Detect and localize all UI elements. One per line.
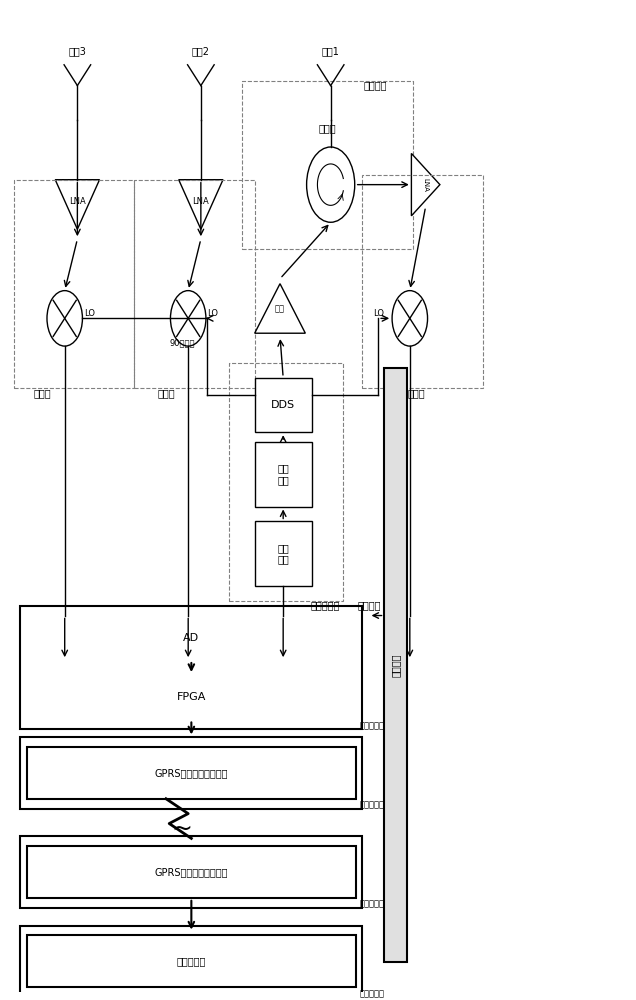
Text: 基准
时钟: 基准 时钟 bbox=[277, 543, 289, 564]
Bar bbox=[14, 180, 134, 388]
FancyBboxPatch shape bbox=[254, 521, 312, 586]
Text: DDS: DDS bbox=[271, 400, 295, 410]
Text: 数据处理器: 数据处理器 bbox=[177, 956, 206, 966]
Circle shape bbox=[307, 147, 355, 222]
Bar bbox=[230, 363, 343, 601]
Text: 环形器: 环形器 bbox=[319, 123, 336, 133]
FancyBboxPatch shape bbox=[254, 378, 312, 432]
Circle shape bbox=[392, 291, 427, 346]
Text: FPGA: FPGA bbox=[177, 692, 206, 702]
FancyBboxPatch shape bbox=[254, 442, 312, 507]
Text: 天线2: 天线2 bbox=[192, 46, 210, 56]
Circle shape bbox=[170, 291, 206, 346]
Bar bbox=[134, 180, 254, 388]
Text: 定时
模块: 定时 模块 bbox=[277, 464, 289, 485]
Polygon shape bbox=[254, 284, 305, 333]
FancyBboxPatch shape bbox=[27, 935, 356, 987]
Text: 信号处理器: 信号处理器 bbox=[359, 722, 384, 731]
Text: 频率合成器: 频率合成器 bbox=[311, 601, 340, 611]
Text: 数据收发器: 数据收发器 bbox=[359, 900, 384, 909]
Text: 天线3: 天线3 bbox=[69, 46, 86, 56]
FancyBboxPatch shape bbox=[20, 836, 363, 908]
Text: AD: AD bbox=[183, 633, 200, 643]
Text: LO: LO bbox=[207, 309, 218, 318]
Text: 接收机: 接收机 bbox=[34, 388, 52, 398]
Text: 数据收发器: 数据收发器 bbox=[359, 801, 384, 810]
Text: 90度功分: 90度功分 bbox=[169, 339, 195, 348]
Text: LNA: LNA bbox=[69, 197, 86, 206]
Text: LO: LO bbox=[373, 309, 385, 318]
Text: 接收机: 接收机 bbox=[407, 388, 425, 398]
Text: GPRS无线数据接收模块: GPRS无线数据接收模块 bbox=[155, 867, 228, 877]
Text: 各类电源: 各类电源 bbox=[358, 601, 382, 611]
Polygon shape bbox=[55, 180, 100, 229]
Text: LNA: LNA bbox=[193, 197, 209, 206]
Text: ~: ~ bbox=[171, 816, 192, 840]
Text: LNA: LNA bbox=[423, 178, 429, 192]
Bar bbox=[363, 175, 483, 388]
FancyBboxPatch shape bbox=[20, 926, 363, 997]
FancyBboxPatch shape bbox=[27, 747, 356, 799]
FancyBboxPatch shape bbox=[385, 368, 406, 962]
FancyBboxPatch shape bbox=[20, 737, 363, 809]
FancyBboxPatch shape bbox=[27, 616, 356, 660]
FancyBboxPatch shape bbox=[27, 675, 356, 720]
Polygon shape bbox=[179, 180, 223, 229]
Polygon shape bbox=[411, 153, 440, 216]
Text: 接收机: 接收机 bbox=[157, 388, 175, 398]
Text: 配电系统: 配电系统 bbox=[391, 653, 401, 677]
Text: GPRS无线数据转发模块: GPRS无线数据转发模块 bbox=[155, 768, 228, 778]
Text: 功放: 功放 bbox=[275, 304, 285, 313]
Text: 数据处理器: 数据处理器 bbox=[359, 989, 384, 998]
Text: 天线1: 天线1 bbox=[322, 46, 340, 56]
Text: 天线系统: 天线系统 bbox=[363, 81, 387, 91]
FancyBboxPatch shape bbox=[27, 846, 356, 898]
Bar bbox=[242, 81, 413, 249]
Text: LO: LO bbox=[84, 309, 95, 318]
Circle shape bbox=[47, 291, 83, 346]
FancyBboxPatch shape bbox=[20, 606, 363, 729]
